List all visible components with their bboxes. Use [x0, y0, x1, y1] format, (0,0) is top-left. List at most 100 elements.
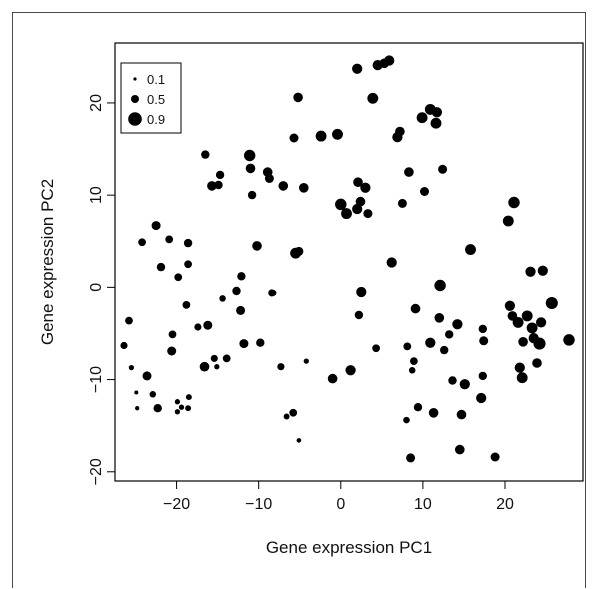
size-legend: 0.1 0.5 0.9	[120, 62, 182, 134]
legend-label-small: 0.1	[147, 72, 165, 87]
legend-label-large: 0.9	[147, 112, 165, 127]
data-point	[236, 305, 246, 315]
data-point	[315, 130, 327, 142]
y-axis-label: Gene expression PC2	[38, 179, 57, 345]
y-tick-label: 10	[88, 186, 105, 204]
data-point	[386, 257, 397, 268]
data-point	[252, 241, 262, 251]
data-point	[404, 167, 414, 177]
data-point	[448, 376, 457, 385]
legend-marker-large	[128, 112, 142, 126]
data-point	[397, 198, 407, 208]
data-point	[413, 403, 423, 412]
data-point	[518, 336, 528, 347]
data-point	[167, 346, 177, 356]
data-point	[270, 289, 277, 296]
data-point	[516, 372, 528, 384]
data-point	[201, 150, 210, 159]
data-point	[525, 266, 536, 277]
data-point	[352, 203, 363, 215]
data-point	[452, 319, 463, 330]
data-point	[134, 390, 139, 395]
legend-label-medium: 0.5	[147, 92, 165, 107]
data-point	[128, 364, 135, 371]
data-point	[165, 235, 174, 244]
data-point	[384, 55, 395, 66]
data-point	[532, 358, 542, 368]
data-point	[294, 246, 304, 256]
data-point	[456, 409, 467, 420]
data-point	[425, 337, 436, 348]
data-point	[184, 260, 192, 269]
data-point	[465, 244, 476, 256]
data-point	[356, 286, 367, 298]
y-tick-label: 0	[88, 283, 105, 292]
data-point	[256, 338, 265, 347]
data-point	[303, 358, 309, 364]
data-point	[277, 363, 285, 371]
data-point	[283, 413, 290, 420]
data-point	[459, 379, 470, 390]
data-point	[215, 170, 225, 180]
data-point	[537, 265, 548, 276]
data-point	[194, 323, 202, 331]
x-axis: −20 −10 0 10 20	[163, 481, 514, 513]
data-point	[232, 286, 241, 296]
legend-marker-medium	[131, 95, 139, 103]
data-point	[125, 316, 133, 325]
data-point	[403, 416, 410, 424]
data-point	[372, 344, 380, 353]
data-point	[502, 215, 514, 227]
data-point	[289, 408, 298, 417]
data-point	[156, 262, 166, 272]
data-point	[239, 339, 249, 349]
data-point	[243, 149, 256, 162]
y-tick-label: 20	[88, 94, 105, 112]
data-point	[278, 181, 289, 191]
data-point	[327, 373, 338, 384]
data-point	[296, 438, 302, 443]
data-point	[353, 177, 363, 188]
data-point	[168, 330, 177, 339]
data-point	[406, 453, 416, 463]
data-point	[512, 316, 524, 328]
data-point	[352, 63, 363, 74]
data-point	[434, 279, 446, 292]
data-point	[440, 345, 449, 355]
data-point	[363, 209, 373, 219]
data-point	[434, 312, 445, 323]
x-tick-label: −20	[163, 496, 190, 513]
y-tick-label: −20	[88, 458, 105, 485]
x-tick-label: 20	[496, 496, 514, 513]
data-point	[335, 198, 347, 211]
data-point	[354, 310, 364, 320]
data-point	[264, 174, 274, 183]
data-points	[120, 55, 575, 463]
data-point	[403, 342, 412, 351]
data-point	[174, 399, 181, 405]
data-point	[345, 365, 356, 376]
data-point	[420, 187, 429, 196]
data-point	[289, 133, 299, 143]
data-point	[185, 405, 192, 412]
data-point	[298, 182, 309, 193]
data-point	[153, 404, 162, 413]
data-point	[410, 303, 421, 314]
data-point	[222, 354, 231, 363]
data-point	[430, 117, 442, 129]
y-tick-label: −10	[88, 366, 105, 393]
data-point	[341, 208, 352, 220]
data-point	[478, 324, 487, 334]
data-point	[182, 301, 191, 309]
data-point	[478, 371, 487, 381]
x-tick-label: 0	[336, 496, 345, 513]
data-point	[210, 354, 218, 362]
data-point	[245, 163, 256, 174]
data-point	[431, 107, 443, 118]
data-point	[207, 181, 217, 191]
data-point	[454, 444, 465, 455]
data-point	[479, 336, 489, 346]
data-point	[332, 128, 343, 140]
data-point	[120, 341, 128, 350]
data-point	[535, 317, 547, 328]
